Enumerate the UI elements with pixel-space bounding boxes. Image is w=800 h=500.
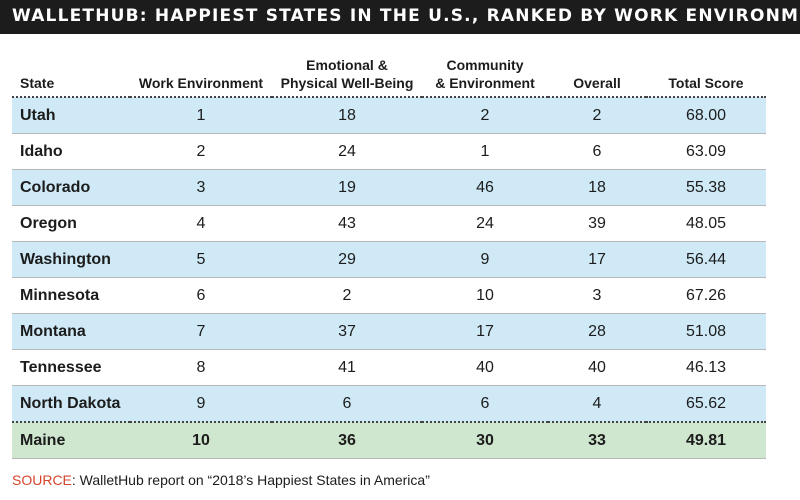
value-cell: 7 <box>196 322 206 340</box>
state-name-cell: North Dakota <box>20 394 121 412</box>
column-header: Community & Environment <box>435 56 535 91</box>
value-cell: 28 <box>588 322 606 340</box>
table-row: Montana 7 37 17 28 51.08 <box>12 313 766 350</box>
value-cell: 36 <box>338 431 356 449</box>
value-cell: 2 <box>196 142 206 160</box>
value-cell: 6 <box>480 394 490 412</box>
source-text: : WalletHub report on “2018’s Happiest S… <box>71 472 430 488</box>
value-cell: 9 <box>480 250 490 268</box>
value-cell: 30 <box>476 431 494 449</box>
value-cell: 40 <box>476 358 494 376</box>
value-cell: 46 <box>476 178 494 196</box>
value-cell: 24 <box>476 214 494 232</box>
value-cell: 49.81 <box>685 431 727 449</box>
table-row: North Dakota 9 6 6 4 65.62 <box>12 385 766 422</box>
state-name-cell: Idaho <box>20 142 63 160</box>
value-cell: 17 <box>588 250 606 268</box>
table-row: Colorado 3 19 46 18 55.38 <box>12 169 766 206</box>
state-name-cell: Colorado <box>20 178 91 196</box>
state-name-cell: Washington <box>20 250 111 268</box>
value-cell: 24 <box>338 142 356 160</box>
table-row: Oregon 4 43 24 39 48.05 <box>12 205 766 242</box>
value-cell: 67.26 <box>685 286 727 304</box>
value-cell: 41 <box>338 358 356 376</box>
value-cell: 39 <box>588 214 606 232</box>
value-cell: 10 <box>192 431 210 449</box>
value-cell: 18 <box>338 106 356 124</box>
value-cell: 19 <box>338 178 356 196</box>
column-header: Overall <box>573 74 621 91</box>
title-bar: WALLETHUB: HAPPIEST STATES IN THE U.S., … <box>0 0 800 34</box>
value-cell: 63.09 <box>685 142 727 160</box>
value-cell: 65.62 <box>685 394 727 412</box>
value-cell: 37 <box>338 322 356 340</box>
value-cell: 55.38 <box>685 178 727 196</box>
value-cell: 33 <box>588 431 606 449</box>
value-cell: 51.08 <box>685 322 727 340</box>
table-row: Washington 5 29 9 17 56.44 <box>12 241 766 278</box>
value-cell: 4 <box>196 214 206 232</box>
value-cell: 8 <box>196 358 206 376</box>
ranking-table: State Work Environment Emotional & Physical… <box>12 54 766 459</box>
value-cell: 18 <box>588 178 606 196</box>
state-name-cell: Utah <box>20 106 56 124</box>
value-cell: 68.00 <box>685 106 727 124</box>
value-cell: 9 <box>196 394 206 412</box>
source-note: SOURCE: WalletHub report on “2018’s Happ… <box>12 472 430 488</box>
value-cell: 46.13 <box>685 358 727 376</box>
value-cell: 1 <box>196 106 206 124</box>
value-cell: 6 <box>196 286 206 304</box>
chart-title: WALLETHUB: HAPPIEST STATES IN THE U.S., … <box>12 6 800 26</box>
value-cell: 5 <box>196 250 206 268</box>
value-cell: 2 <box>480 106 490 124</box>
column-header: Total Score <box>668 74 744 91</box>
table-row: Utah 1 18 2 2 68.00 <box>12 97 766 134</box>
value-cell: 4 <box>592 394 602 412</box>
value-cell: 2 <box>342 286 352 304</box>
state-name-cell: Maine <box>20 431 66 449</box>
state-name-cell: Minnesota <box>20 286 100 304</box>
table-row: Tennessee 8 41 40 40 46.13 <box>12 349 766 386</box>
table-body: Utah 1 18 2 2 68.00 Idaho 2 24 1 6 63.09 Colorado 3 19… <box>12 97 766 459</box>
value-cell: 43 <box>338 214 356 232</box>
value-cell: 6 <box>342 394 352 412</box>
value-cell: 3 <box>196 178 206 196</box>
value-cell: 3 <box>592 286 602 304</box>
value-cell: 1 <box>480 142 490 160</box>
value-cell: 17 <box>476 322 494 340</box>
column-header: State <box>20 74 55 91</box>
table-header-row: State Work Environment Emotional & Physical… <box>12 54 766 97</box>
value-cell: 48.05 <box>685 214 727 232</box>
column-header: Emotional & Physical Well-Being <box>280 56 414 91</box>
state-name-cell: Tennessee <box>20 358 102 376</box>
source-label: SOURCE <box>12 472 72 488</box>
table-row: Idaho 2 24 1 6 63.09 <box>12 133 766 170</box>
state-name-cell: Montana <box>20 322 86 340</box>
value-cell: 29 <box>338 250 356 268</box>
value-cell: 2 <box>592 106 602 124</box>
value-cell: 40 <box>588 358 606 376</box>
value-cell: 56.44 <box>685 250 727 268</box>
table-row: Maine 10 36 30 33 49.81 <box>12 422 766 459</box>
state-name-cell: Oregon <box>20 214 77 232</box>
table-row: Minnesota 6 2 10 3 67.26 <box>12 277 766 314</box>
value-cell: 6 <box>592 142 602 160</box>
column-header: Work Environment <box>138 74 264 91</box>
value-cell: 10 <box>476 286 494 304</box>
